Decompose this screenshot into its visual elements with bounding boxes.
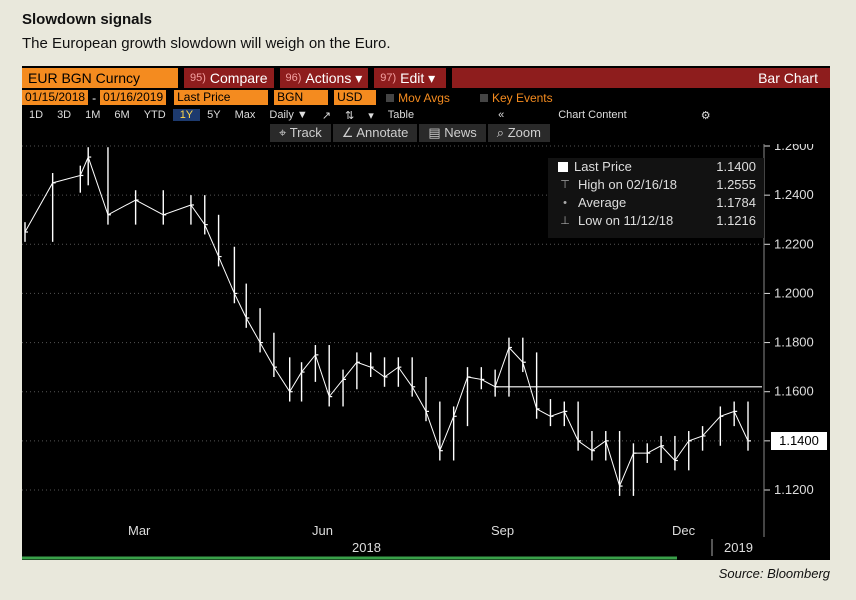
line-chart-icon[interactable]: ↗: [321, 109, 332, 122]
price-chart[interactable]: 1.2600 1.2400 1.2200 1.2000 1.1800 1.1600 1.14…: [22, 144, 830, 537]
legend-label: Last Price: [574, 159, 632, 174]
zoom-label: Zoom: [507, 125, 541, 140]
mov-avgs-label: Mov Avgs: [398, 90, 450, 105]
date-separator: -: [92, 90, 97, 105]
actions-label: Actions ▾: [305, 69, 363, 86]
frequency-select[interactable]: Daily ▼: [269, 109, 308, 121]
sort-icon[interactable]: ⇅: [345, 109, 355, 122]
month-label-jun: Jun: [312, 523, 333, 538]
price-series-line: [24, 155, 749, 488]
command-bar: EUR BGN Curncy 95) Compare 96) Actions ▾ 9…: [22, 66, 830, 88]
news-label: News: [444, 125, 477, 140]
edit-code: 97): [380, 71, 397, 84]
period-bar: 1D 3D 1M 6M YTD 1Y 5Y Max Daily ▼ ↗ ⇅ ▾ …: [22, 107, 830, 123]
legend-value: 1.2555: [716, 177, 756, 192]
zoom-button[interactable]: ⌕ Zoom: [487, 124, 550, 142]
headline: Slowdown signals: [22, 11, 153, 28]
legend-value: 1.1216: [716, 213, 756, 228]
key-events-label: Key Events: [491, 90, 553, 105]
bloomberg-terminal: EUR BGN Curncy 95) Compare 96) Actions ▾ 9…: [22, 66, 830, 560]
annotate-icon: ∠: [341, 125, 354, 140]
y-tick-label: 1.2200: [774, 236, 814, 251]
legend-low: ⊥ Low on 11/12/18 1.1216: [548, 212, 764, 230]
legend-label: High on 02/16/18: [578, 177, 678, 192]
y-tick-label: 1.2400: [774, 187, 814, 202]
period-1y[interactable]: 1Y: [172, 109, 201, 121]
period-1m[interactable]: 1M: [85, 109, 101, 121]
legend-value: 1.1400: [716, 159, 756, 174]
track-button[interactable]: ⌖ Track: [270, 124, 331, 142]
collapse-icon[interactable]: «: [498, 109, 505, 121]
tool-bar: ⌖ Track ∠ Annotate ▤ News ⌕ Zoom: [22, 124, 830, 142]
high-marker-icon: ⊤: [560, 179, 570, 191]
table-button[interactable]: Table: [387, 109, 415, 121]
legend-box: Last Price 1.1400 ⊤ High on 02/16/18 1.2555…: [548, 158, 764, 238]
settings-icon[interactable]: ⚙: [700, 109, 711, 122]
year-bar: [22, 539, 713, 560]
average-marker-icon: •: [563, 197, 567, 209]
source-field[interactable]: BGN: [274, 90, 329, 105]
subheadline: The European growth slowdown will weigh …: [22, 35, 391, 52]
legend-label: Low on 11/12/18: [578, 213, 674, 228]
zoom-icon: ⌕: [496, 125, 505, 140]
compare-label: Compare: [209, 69, 268, 86]
news-button[interactable]: ▤ News: [419, 124, 486, 142]
key-events-toggle[interactable]: Key Events: [479, 90, 553, 105]
annotate-label: Annotate: [356, 125, 409, 140]
y-tick-label: 1.2600: [774, 144, 814, 153]
end-date-field[interactable]: 01/16/2019: [100, 90, 167, 105]
current-price-tag: 1.1400: [771, 432, 827, 450]
chart-content-button[interactable]: Chart Content: [558, 109, 627, 121]
actions-code: 96): [285, 71, 302, 84]
y-tick-label: 1.2000: [774, 285, 814, 300]
date-range-bar: 01/15/2018 - 01/16/2019 Last Price BGN U…: [22, 89, 830, 106]
legend-label: Average: [578, 195, 627, 210]
period-6m[interactable]: 6M: [114, 109, 130, 121]
month-label-dec: Dec: [672, 523, 696, 538]
legend-value: 1.1784: [716, 195, 756, 210]
annotate-button[interactable]: ∠ Annotate: [332, 124, 418, 142]
compare-code: 95): [190, 71, 206, 84]
legend-high: ⊤ High on 02/16/18 1.2555: [548, 176, 764, 194]
y-tick-label: 1.1800: [774, 335, 814, 350]
period-5y[interactable]: 5Y: [207, 109, 221, 121]
y-tick-label: 1.1200: [774, 482, 814, 497]
field-select[interactable]: Last Price: [174, 90, 269, 105]
low-marker-icon: ⊥: [560, 215, 570, 227]
chart-type-label: Bar Chart: [452, 67, 830, 88]
start-date-field[interactable]: 01/15/2018: [22, 90, 89, 105]
last-price-swatch: [558, 162, 568, 172]
actions-button[interactable]: 96) Actions ▾: [279, 67, 369, 88]
edit-button[interactable]: 97) Edit ▾: [374, 67, 447, 88]
y-axis: 1.26001.24001.22001.20001.18001.16001.14…: [763, 144, 814, 537]
checkbox-icon: [386, 93, 395, 102]
currency-select[interactable]: USD: [334, 90, 377, 105]
dropdown-icon[interactable]: ▾: [368, 109, 374, 122]
price-bars: [24, 147, 751, 496]
year-label-2019: 2019: [724, 540, 753, 555]
month-label-sep: Sep: [491, 523, 515, 538]
ticker-field[interactable]: EUR BGN Curncy: [22, 67, 178, 88]
legend-last-price: Last Price 1.1400: [548, 158, 764, 176]
crosshair-icon: ⌖: [279, 125, 287, 140]
edit-label: Edit ▾: [400, 69, 436, 86]
mov-avgs-toggle[interactable]: Mov Avgs: [386, 91, 450, 105]
legend-average: • Average 1.1784: [548, 194, 764, 212]
period-3d[interactable]: 3D: [57, 109, 72, 121]
source-note: Source: Bloomberg: [718, 566, 830, 581]
checkbox-icon: [479, 93, 488, 102]
year-label-2018: 2018: [352, 540, 381, 555]
period-ytd[interactable]: YTD: [143, 109, 166, 121]
track-label: Track: [289, 125, 322, 140]
period-max[interactable]: Max: [234, 109, 256, 121]
month-label-mar: Mar: [128, 523, 151, 538]
period-1d[interactable]: 1D: [29, 109, 44, 121]
compare-button[interactable]: 95) Compare: [184, 67, 274, 88]
y-tick-label: 1.1600: [774, 384, 814, 399]
news-icon: ▤: [428, 125, 441, 140]
